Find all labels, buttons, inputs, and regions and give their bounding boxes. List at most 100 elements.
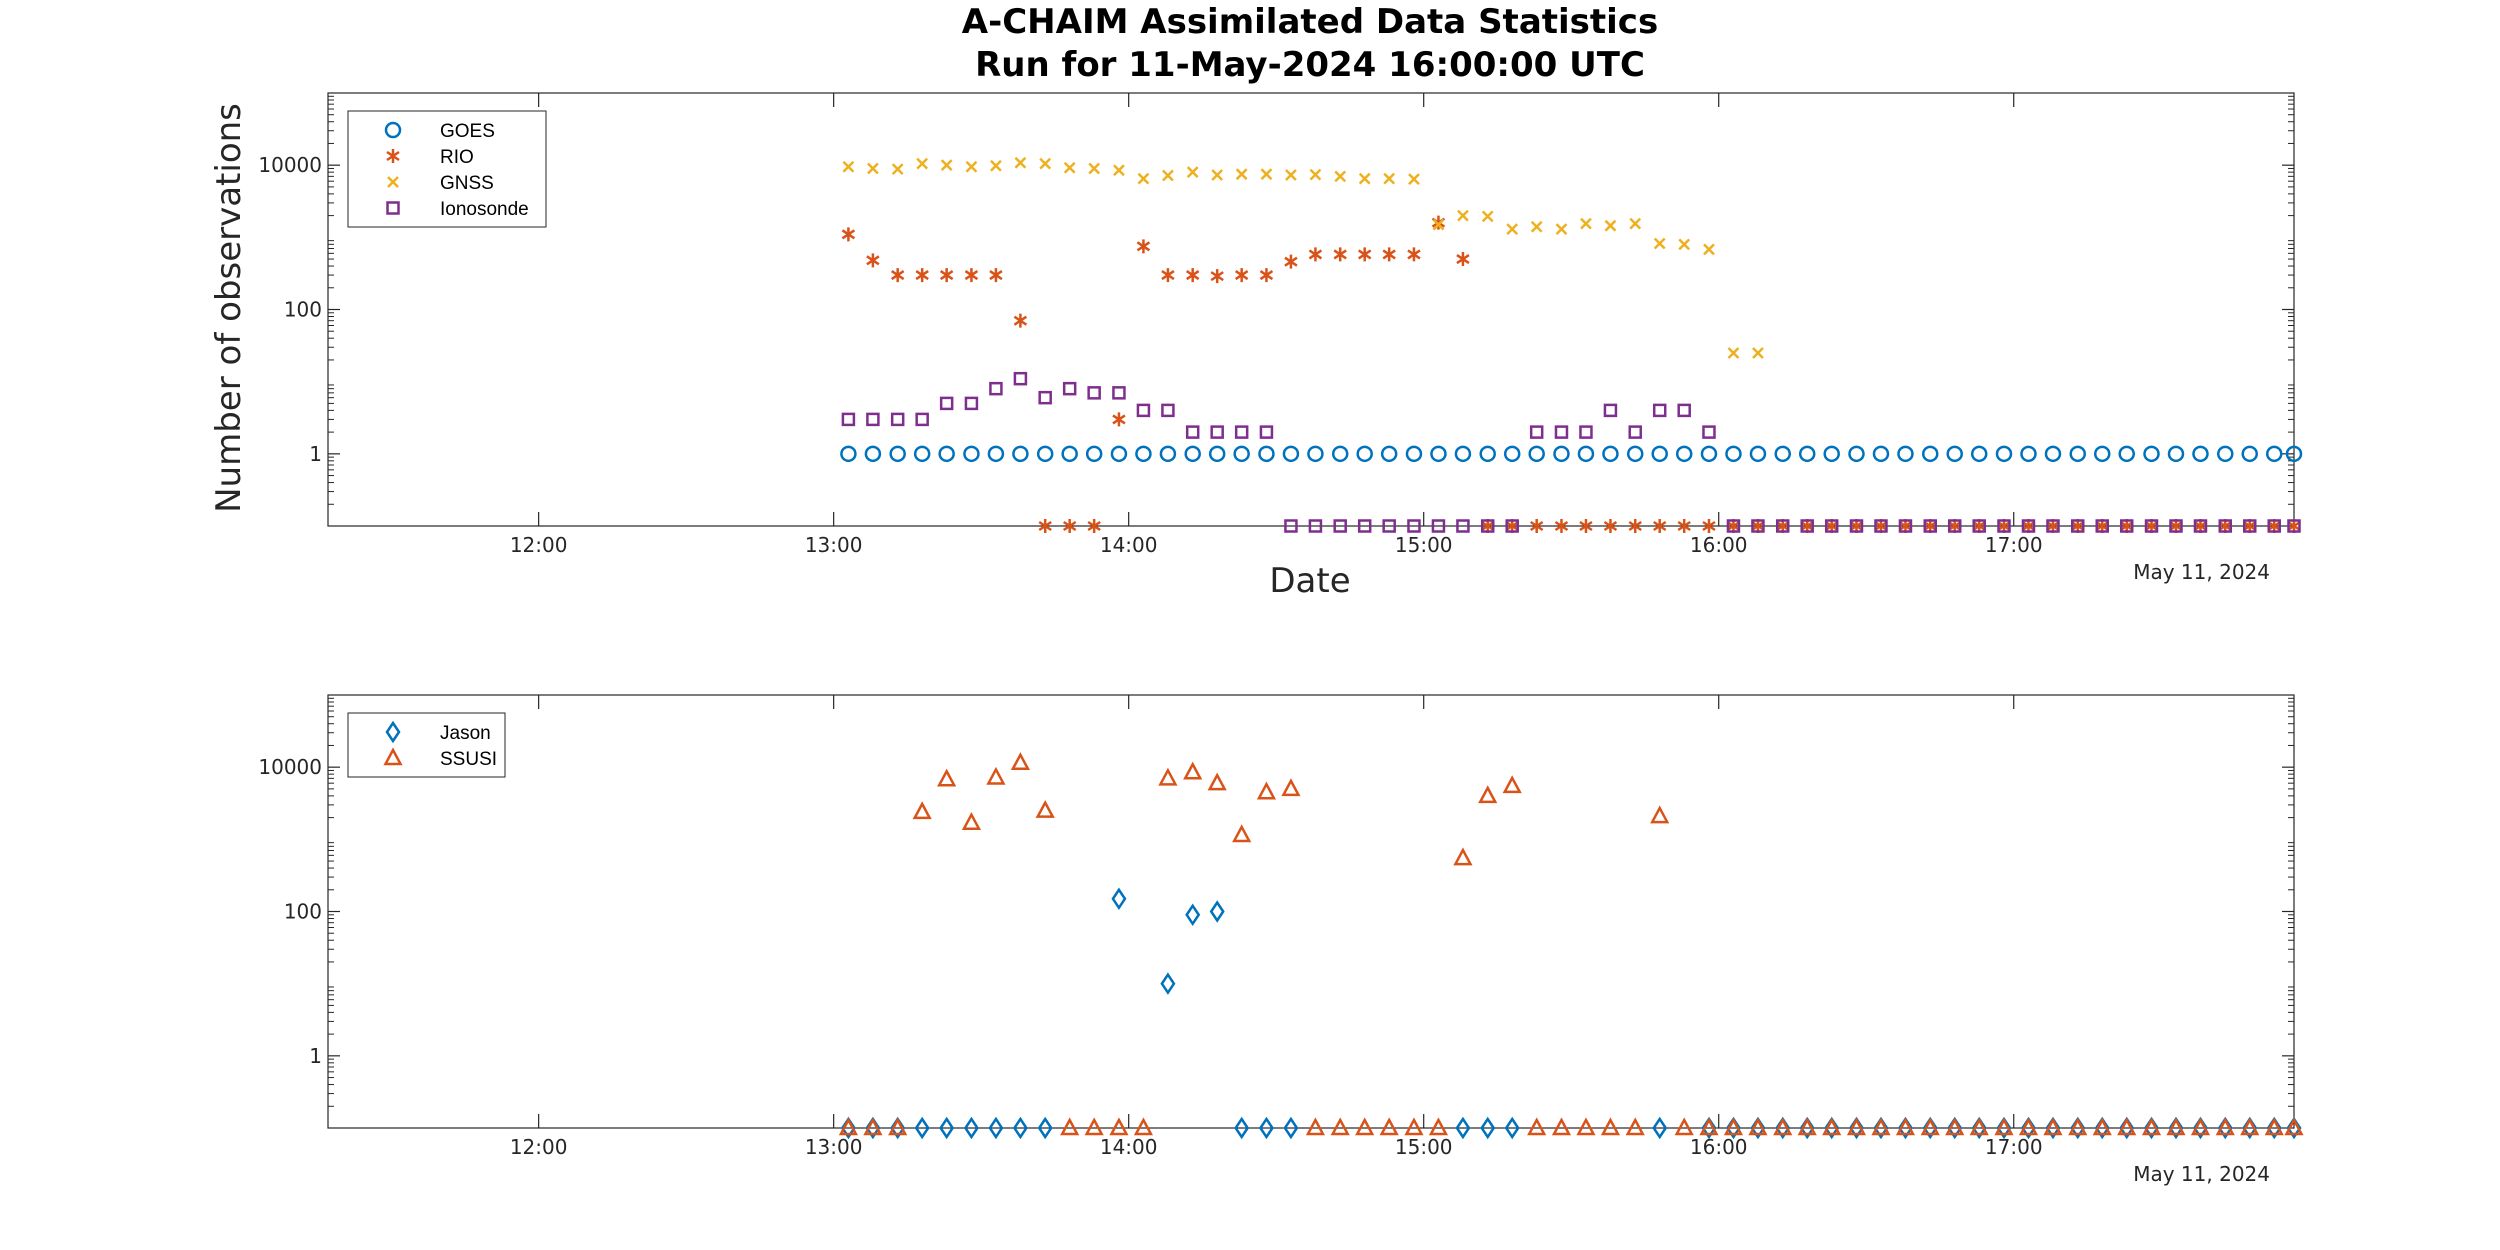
- legend-marker-jason: [385, 720, 401, 744]
- data-point-ionosonde: [2218, 519, 2233, 533]
- data-point-goes: [2044, 445, 2062, 463]
- date-label: May 11, 2024: [2133, 1162, 2270, 1186]
- data-point-goes: [2118, 445, 2135, 463]
- data-point-ionosonde: [1726, 519, 1741, 533]
- data-point-ionosonde: [1997, 519, 2011, 533]
- legend-label-gnss: GNSS: [440, 173, 494, 194]
- data-point-gnss: [1113, 164, 1125, 177]
- data-point-ionosonde: [1038, 390, 1052, 405]
- data-point-ionosonde: [1062, 381, 1077, 396]
- data-point-rio: [1333, 247, 1347, 262]
- data-point-gnss: [1727, 347, 1740, 359]
- data-point-jason: [939, 1116, 955, 1140]
- x-tick-label: 13:00: [805, 533, 863, 557]
- legend-marker-goes: [384, 121, 402, 139]
- x-tick-label: 15:00: [1395, 533, 1453, 557]
- data-point-rio: [1259, 268, 1274, 283]
- data-point-ionosonde: [1505, 519, 1519, 533]
- legend-label-rio: RIO: [440, 147, 474, 168]
- data-point-goes: [2241, 445, 2258, 463]
- data-point-ionosonde: [1579, 425, 1593, 439]
- data-point-ionosonde: [1456, 519, 1470, 533]
- data-point-goes: [1700, 445, 1718, 463]
- data-point-ionosonde: [964, 396, 979, 411]
- data-point-ionosonde: [1702, 425, 1716, 439]
- data-point-ssusi: [1994, 1117, 2014, 1136]
- data-point-ssusi: [1084, 1117, 1104, 1136]
- data-point-gnss: [867, 162, 879, 175]
- data-point-ssusi: [1404, 1117, 1424, 1136]
- data-point-ssusi: [1945, 1117, 1965, 1136]
- date-label: May 11, 2024: [2133, 560, 2270, 584]
- data-point-ssusi: [1576, 1117, 1596, 1136]
- data-point-ionosonde: [1554, 425, 1569, 439]
- data-point-rio: [1161, 268, 1175, 283]
- data-point-gnss: [1481, 210, 1494, 223]
- data-point-gnss: [842, 160, 855, 173]
- data-point-ssusi: [1379, 1117, 1399, 1136]
- data-point-ionosonde: [1529, 425, 1544, 439]
- data-point-goes: [1135, 445, 1152, 463]
- data-point-ionosonde: [1800, 519, 1814, 533]
- data-point-ionosonde: [2119, 519, 2134, 533]
- data-point-ionosonde: [939, 396, 954, 411]
- x-tick-label: 16:00: [1690, 533, 1748, 557]
- data-point-ionosonde: [1874, 519, 1888, 533]
- data-point-ionosonde: [1677, 403, 1691, 418]
- data-point-goes: [1970, 445, 1988, 463]
- data-point-rio: [1579, 519, 1593, 533]
- data-point-goes: [889, 445, 906, 463]
- data-point-rio: [1456, 252, 1470, 267]
- data-point-ionosonde: [2071, 519, 2085, 533]
- data-point-ionosonde: [1603, 403, 1618, 418]
- data-point-goes: [1577, 445, 1595, 463]
- data-point-rio: [1677, 519, 1691, 533]
- data-point-goes: [2093, 445, 2111, 463]
- data-point-ssusi: [937, 768, 957, 787]
- data-point-rio: [1529, 519, 1544, 533]
- series-gnss: [842, 156, 1764, 359]
- data-point-goes: [1774, 445, 1791, 463]
- data-point-goes: [840, 445, 857, 463]
- data-point-ssusi: [1871, 1117, 1891, 1136]
- y-axis-label: Number of observations: [209, 103, 249, 513]
- legend-label-goes: GOES: [440, 121, 495, 142]
- data-point-gnss: [1235, 168, 1248, 181]
- data-point-goes: [2217, 445, 2234, 463]
- legend-box: [347, 712, 506, 778]
- legend-marker-rio: [386, 149, 400, 163]
- data-point-goes: [1602, 445, 1619, 463]
- y-tick-label: 100: [284, 298, 322, 322]
- data-point-jason: [1012, 1116, 1028, 1140]
- data-point-gnss: [1088, 162, 1101, 175]
- data-point-ssusi: [1920, 1117, 1940, 1136]
- data-point-goes: [1380, 445, 1398, 463]
- data-point-ssusi: [1453, 847, 1473, 866]
- data-point-ssusi: [1355, 1117, 1375, 1136]
- data-point-gnss: [1063, 161, 1076, 174]
- y-tick-label: 1: [309, 1044, 322, 1068]
- data-point-goes: [1233, 445, 1250, 463]
- data-point-ionosonde: [1308, 519, 1323, 533]
- data-point-goes: [1675, 445, 1693, 463]
- data-point-goes: [1110, 445, 1128, 463]
- data-point-gnss: [1653, 237, 1666, 250]
- data-point-ssusi: [1674, 1117, 1694, 1136]
- data-point-rio: [1038, 519, 1052, 533]
- data-point-gnss: [1309, 168, 1322, 181]
- data-point-goes: [938, 445, 955, 463]
- data-point-goes: [1331, 445, 1349, 463]
- data-point-jason: [1160, 972, 1176, 995]
- data-point-ionosonde: [1357, 519, 1372, 533]
- data-point-ionosonde: [2242, 519, 2257, 533]
- series-rio: [841, 215, 2301, 533]
- data-point-jason: [963, 1116, 979, 1140]
- data-point-ssusi: [1625, 1117, 1645, 1136]
- data-point-ionosonde: [915, 412, 929, 427]
- data-point-rio: [890, 268, 905, 283]
- data-point-gnss: [916, 157, 929, 170]
- data-point-ssusi: [1478, 785, 1498, 804]
- data-point-gnss: [965, 160, 978, 173]
- data-point-ssusi: [1305, 1117, 1326, 1136]
- data-point-jason: [1037, 1116, 1053, 1140]
